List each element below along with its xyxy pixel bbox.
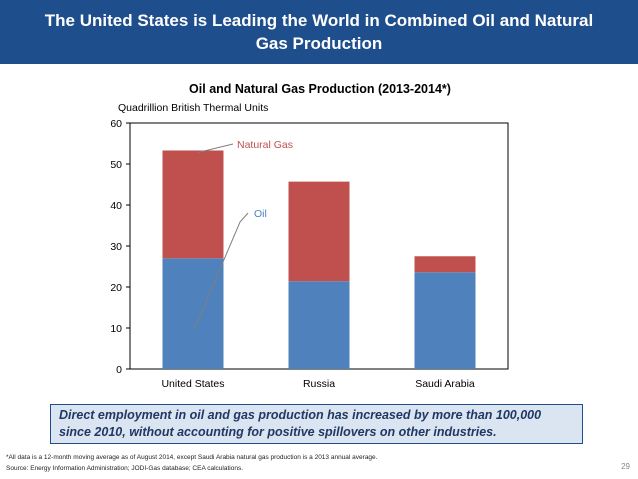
- page-number: 29: [621, 462, 630, 471]
- x-category-label: Saudi Arabia: [415, 378, 475, 390]
- slide-title: The United States is Leading the World i…: [0, 0, 638, 64]
- chart-title: Oil and Natural Gas Production (2013-201…: [189, 82, 451, 96]
- y-tick-label: 0: [116, 364, 122, 376]
- y-tick-label: 30: [110, 241, 122, 253]
- source-note: Source: Energy Information Administratio…: [6, 465, 244, 472]
- y-tick-label: 60: [110, 118, 122, 130]
- bar-natural-gas-united-states: [162, 150, 224, 259]
- footnote: *All data is a 12-month moving average a…: [6, 454, 378, 461]
- x-category-label: Russia: [303, 378, 335, 390]
- natural-gas-series-label: Natural Gas: [237, 139, 293, 151]
- bar-oil-russia: [288, 281, 350, 369]
- bar-natural-gas-russia: [288, 181, 350, 282]
- natural-gas-leader-line: [197, 143, 234, 153]
- bar-oil-united-states: [162, 258, 224, 369]
- y-tick-label: 20: [110, 282, 122, 294]
- chart: Oil and Natural Gas Production (2013-201…: [110, 82, 509, 390]
- bar-natural-gas-saudi-arabia: [414, 256, 476, 273]
- y-tick-label: 10: [110, 323, 122, 335]
- oil-series-label: Oil: [254, 208, 267, 220]
- bar-oil-saudi-arabia: [414, 272, 476, 369]
- y-tick-label: 40: [110, 200, 122, 212]
- y-tick-label: 50: [110, 159, 122, 171]
- oil-leader-line: [193, 212, 249, 331]
- x-category-label: United States: [161, 378, 224, 390]
- y-axis-label: Quadrillion British Thermal Units: [118, 102, 268, 114]
- callout-box: Direct employment in oil and gas product…: [50, 404, 583, 444]
